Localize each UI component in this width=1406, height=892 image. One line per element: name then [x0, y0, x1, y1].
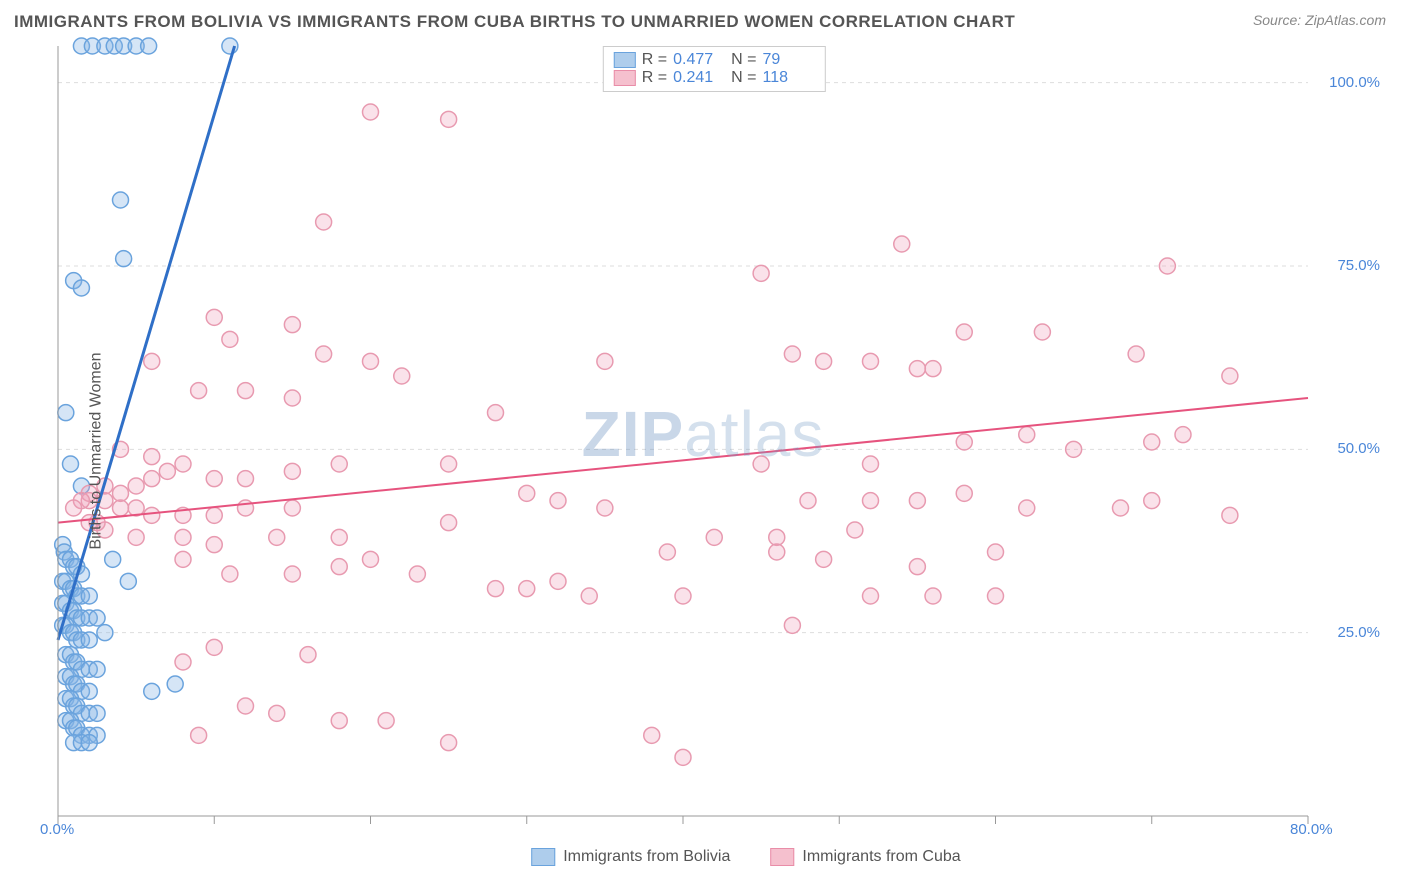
- stats-row: R = 0.241 N = 118: [614, 69, 815, 87]
- chart-container: IMMIGRANTS FROM BOLIVIA VS IMMIGRANTS FR…: [0, 0, 1406, 892]
- y-axis-label: Births to Unmarried Women: [88, 352, 106, 549]
- series-legend: Immigrants from Bolivia Immigrants from C…: [531, 848, 960, 866]
- y-tick-label: 75.0%: [1337, 257, 1380, 274]
- stats-row: R = 0.477 N = 79: [614, 51, 815, 69]
- stat-r-value: 0.241: [673, 69, 725, 87]
- legend-item: Immigrants from Cuba: [770, 848, 960, 866]
- y-tick-label: 100.0%: [1329, 74, 1380, 91]
- chart-area: Births to Unmarried Women ZIPatlas R = 0…: [8, 36, 1398, 866]
- legend-item: Immigrants from Bolivia: [531, 848, 730, 866]
- legend-swatch: [770, 848, 794, 866]
- scatter-plot-svg: [8, 36, 1398, 866]
- legend-swatch: [614, 52, 636, 68]
- legend-label: Immigrants from Cuba: [802, 848, 960, 866]
- stats-legend: R = 0.477 N = 79 R = 0.241 N = 118: [603, 46, 826, 92]
- x-tick-label: 80.0%: [1290, 821, 1333, 838]
- stat-r-value: 0.477: [673, 51, 725, 69]
- legend-swatch: [614, 70, 636, 86]
- y-tick-label: 25.0%: [1337, 624, 1380, 641]
- stat-n-value: 79: [762, 51, 814, 69]
- source-attribution: Source: ZipAtlas.com: [1253, 12, 1386, 28]
- chart-title: IMMIGRANTS FROM BOLIVIA VS IMMIGRANTS FR…: [8, 8, 1398, 36]
- legend-swatch: [531, 848, 555, 866]
- x-tick-label: 0.0%: [40, 821, 74, 838]
- y-tick-label: 50.0%: [1337, 440, 1380, 457]
- stat-n-value: 118: [762, 69, 814, 87]
- legend-label: Immigrants from Bolivia: [563, 848, 730, 866]
